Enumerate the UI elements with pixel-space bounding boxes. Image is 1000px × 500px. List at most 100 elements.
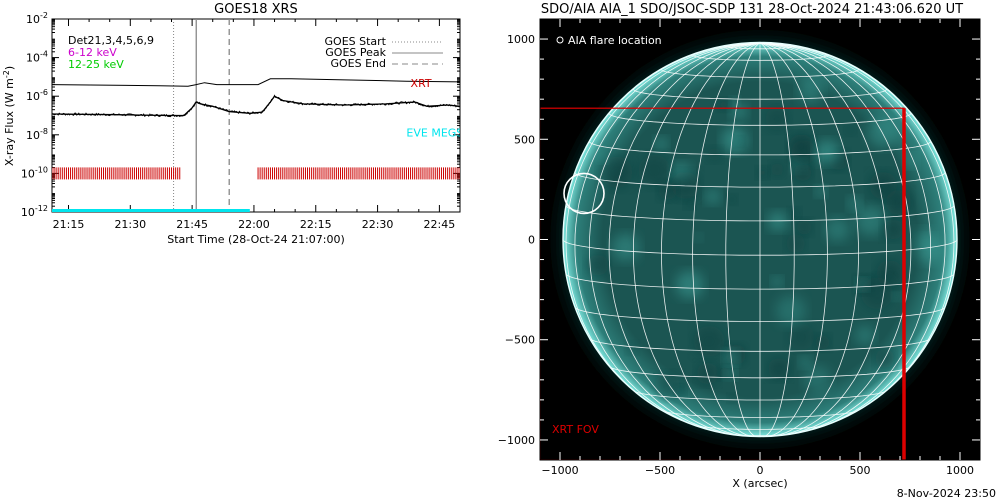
longitude-line [565, 42, 761, 417]
disk-texture-blob [885, 189, 912, 216]
disk-texture-blob [638, 154, 670, 186]
aia-y-tick-label: 1000 [507, 33, 535, 46]
legend-goes-item: GOES Peak [325, 46, 386, 59]
goes-plot-frame [51, 18, 461, 213]
disk-texture-blob [727, 194, 737, 205]
longitude-line [725, 42, 761, 437]
y-tick-label: 10-8 [26, 127, 48, 142]
y-tick-exp: -12 [35, 204, 48, 213]
disk-texture-blob [855, 325, 875, 346]
goes-series-long [52, 78, 460, 87]
goes-y-axis-label: X-ray Flux (W m-2) [2, 66, 16, 166]
disk-texture-blob [658, 181, 678, 200]
disk-texture-blob [586, 254, 609, 276]
aia-axes: −1000 −500 0 500 1000 −1000 −500 0 500 1000 [498, 19, 980, 477]
disk-texture-blob [723, 349, 739, 365]
y-tick-label: 10-12 [21, 204, 48, 219]
disk-texture-blob [868, 116, 900, 148]
y-tick-base: 10 [26, 13, 40, 26]
longitude-line [661, 42, 761, 437]
longitude-line [759, 42, 859, 437]
disk-texture-blob [768, 357, 790, 380]
goes-series-short-noise [52, 94, 460, 118]
disk-texture-blob [855, 205, 886, 236]
disk-texture-blob [705, 188, 721, 205]
legend-goes-item: GOES End [330, 57, 386, 70]
legend-detector-item: Det21,3,4,5,6,9 [68, 34, 154, 47]
longitude-line [759, 42, 946, 431]
x-tick-label: 21:30 [114, 218, 146, 231]
x-tick-label: 22:45 [424, 218, 456, 231]
disk-texture-blob [611, 233, 640, 262]
aia-y-tick-label: 0 [528, 234, 535, 247]
solar-disk-texture [586, 77, 944, 403]
y-tick-label: 10-6 [26, 88, 48, 103]
disk-texture-blob [798, 77, 823, 103]
longitude-line [692, 42, 761, 437]
aia-x-tick-label: 0 [757, 464, 764, 477]
longitude-line [759, 42, 912, 436]
xrt-fov-label: XRT FOV [552, 423, 599, 436]
x-tick-label: 22:00 [238, 218, 270, 231]
aia-x-tick-label: 1000 [946, 464, 974, 477]
x-tick-label: 21:45 [176, 218, 208, 231]
longitude-line [759, 42, 932, 434]
aia-flare-legend: AIA flare location [556, 34, 662, 47]
y-tick-label: 10-10 [21, 165, 48, 180]
y-tick-base: 10 [26, 52, 40, 65]
aia-y-tick-label: −500 [505, 334, 535, 347]
disk-texture-blob [892, 292, 901, 301]
disk-texture-blob [694, 233, 703, 242]
disk-texture-blob [799, 356, 812, 369]
disk-texture-blob [791, 139, 817, 165]
disk-texture-blob [825, 217, 850, 242]
y-tick-base: 10 [21, 167, 35, 180]
heliographic-grid [562, 42, 958, 437]
disk-texture-blob [869, 171, 898, 200]
y-tick-exp: -6 [40, 88, 48, 97]
disk-texture-blob [730, 102, 748, 121]
longitude-line [632, 42, 761, 437]
disk-texture-blob [787, 323, 815, 351]
disk-texture-blob [882, 218, 904, 240]
legend-detector-item: 6-12 keV [68, 46, 117, 59]
aia-image-panel: SDO/AIA AIA_1 SDO/JSOC-SDP 131 28-Oct-20… [498, 2, 981, 490]
disk-texture-blob [814, 334, 831, 351]
aia-flare-location-marker [563, 172, 605, 215]
legend-goes-item: GOES Start [325, 35, 387, 48]
longitude-line [588, 42, 761, 434]
y-tick-base: 10 [26, 90, 40, 103]
disk-texture-blob [727, 393, 737, 403]
disk-texture-blob [600, 156, 633, 189]
x-tick-label: 21:15 [53, 218, 85, 231]
y-tick-base: 10 [26, 129, 40, 142]
disk-texture-blob [770, 162, 785, 177]
y-tick-exp: -4 [40, 50, 48, 59]
disk-texture-blob [903, 153, 918, 168]
y-tick-label: 10-4 [26, 50, 48, 65]
disk-texture-blob [684, 198, 695, 209]
disk-texture-blob [768, 211, 788, 231]
y-tick-label: 10-2 [26, 11, 48, 26]
disk-texture-blob [765, 107, 789, 131]
disk-texture-blob [815, 140, 840, 165]
aia-x-tick-label: −1000 [541, 464, 578, 477]
longitude-line [608, 42, 761, 436]
disk-texture-blob [596, 152, 608, 163]
longitude-line [759, 42, 955, 417]
aia-image-title: SDO/AIA AIA_1 SDO/JSOC-SDP 131 28-Oct-20… [541, 2, 963, 17]
disk-texture-blob [771, 276, 783, 288]
disk-texture-blob [788, 207, 801, 220]
xrt-annotation: XRT [411, 77, 432, 90]
goes-x-axis-label: Start Time (28-Oct-24 21:07:00) [167, 233, 345, 246]
aia-y-tick-label: 500 [514, 133, 535, 146]
disk-texture-blob [671, 171, 699, 200]
disk-texture-blob [756, 166, 769, 179]
goes-x-axis: 21:15 21:30 21:45 22:00 22:15 22:30 22:45 [53, 19, 461, 231]
footer-date: 8-Nov-2024 23:50 [897, 487, 996, 500]
solar-limb-outline [562, 41, 958, 438]
disk-texture-blob [675, 271, 704, 299]
